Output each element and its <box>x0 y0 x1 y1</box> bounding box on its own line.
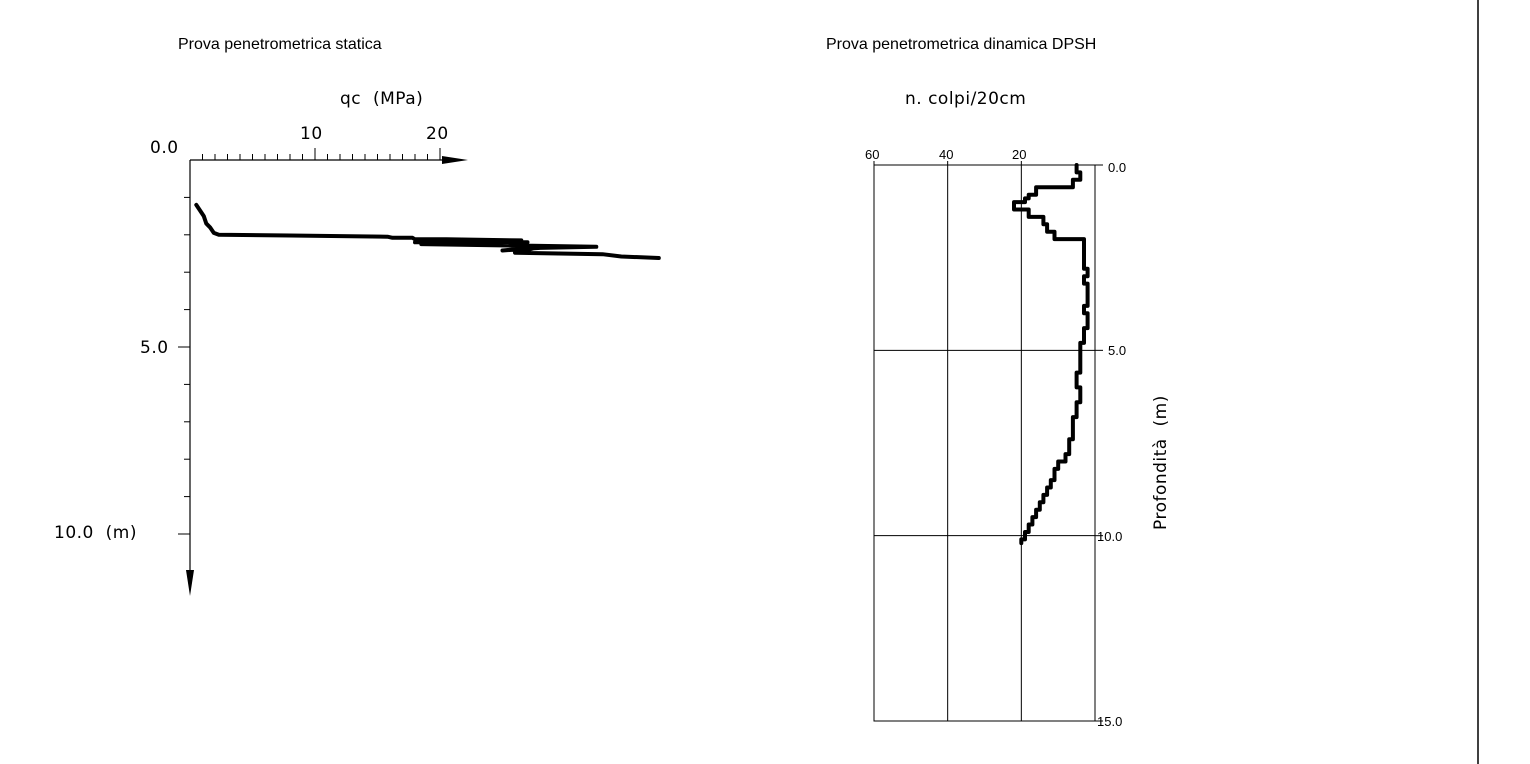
dynamic-y-tick-label-0: 0.0 <box>1108 160 1126 175</box>
static-x-axis-arrow <box>442 156 468 164</box>
static-x-tick-label-20: 20 <box>426 124 449 144</box>
dynamic-plot-frame <box>873 164 1096 722</box>
dynamic-x-tick-label-20: 20 <box>1012 147 1026 162</box>
static-test-chart: Prova penetrometrica statica qc (MPa) 10… <box>54 36 661 596</box>
static-y-tick-label-0: 0.0 <box>150 138 179 158</box>
dynamic-blows-series-line <box>1012 163 1090 546</box>
dynamic-y-tick-label-10: 10.0 <box>1097 529 1122 544</box>
static-x-ticks <box>202 148 441 160</box>
dynamic-x-axis-label: n. colpi/20cm <box>905 89 1026 109</box>
static-y-ticks <box>178 196 190 535</box>
dynamic-y-tick-label-5: 5.0 <box>1108 343 1126 358</box>
static-qc-series-line <box>194 202 661 260</box>
static-x-axis-label: qc (MPa) <box>340 89 423 109</box>
dynamic-chart-title: Prova penetrometrica dinamica DPSH <box>826 36 1096 53</box>
static-x-tick-label-10: 10 <box>300 124 323 144</box>
static-y-tick-label-5: 5.0 <box>140 338 169 358</box>
dynamic-grid <box>873 161 1103 722</box>
static-y-tick-label-10: 10.0 (m) <box>54 523 137 543</box>
dynamic-x-tick-label-40: 40 <box>939 147 953 162</box>
dynamic-y-axis-label: Profondità (m) <box>1151 395 1171 530</box>
dynamic-test-chart: Prova penetrometrica dinamica DPSH n. co… <box>826 36 1171 729</box>
static-chart-title: Prova penetrometrica statica <box>178 36 382 53</box>
dynamic-y-tick-label-15: 15.0 <box>1097 714 1122 729</box>
dynamic-x-tick-label-60: 60 <box>865 147 879 162</box>
static-y-axis-arrow <box>186 570 194 596</box>
